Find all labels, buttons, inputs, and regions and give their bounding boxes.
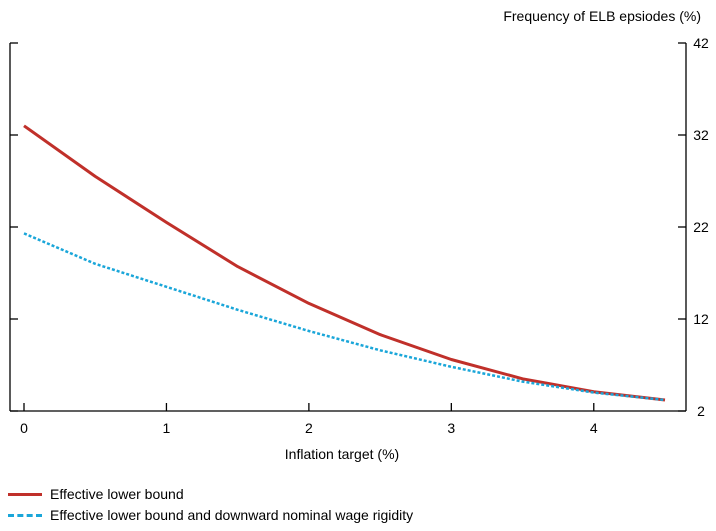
y-tick-label: 22 <box>693 219 709 235</box>
x-tick-label: 1 <box>163 420 171 436</box>
y-tick-label: 12 <box>693 311 709 327</box>
x-tick-label: 2 <box>305 420 313 436</box>
x-tick-label: 3 <box>447 420 455 436</box>
y-axis-title: Frequency of ELB epsiodes (%) <box>503 8 701 24</box>
legend: Effective lower bound Effective lower bo… <box>8 484 413 526</box>
legend-item-elb: Effective lower bound <box>8 484 413 505</box>
y-tick-label: 42 <box>693 35 709 51</box>
legend-item-elb-wage: Effective lower bound and downward nomin… <box>8 505 413 526</box>
series-line-1 <box>23 124 666 402</box>
x-axis-title: Inflation target (%) <box>285 446 399 462</box>
legend-label-elb-wage: Effective lower bound and downward nomin… <box>50 507 414 523</box>
y-tick-label: 2 <box>697 403 705 419</box>
legend-swatch-dashed <box>8 514 42 517</box>
y-tick-label: 32 <box>693 127 709 143</box>
series-line-2 <box>23 232 666 402</box>
x-tick-label: 4 <box>590 420 598 436</box>
legend-swatch-solid <box>8 493 42 496</box>
legend-label-elb: Effective lower bound <box>50 486 184 502</box>
x-tick-label: 0 <box>20 420 28 436</box>
